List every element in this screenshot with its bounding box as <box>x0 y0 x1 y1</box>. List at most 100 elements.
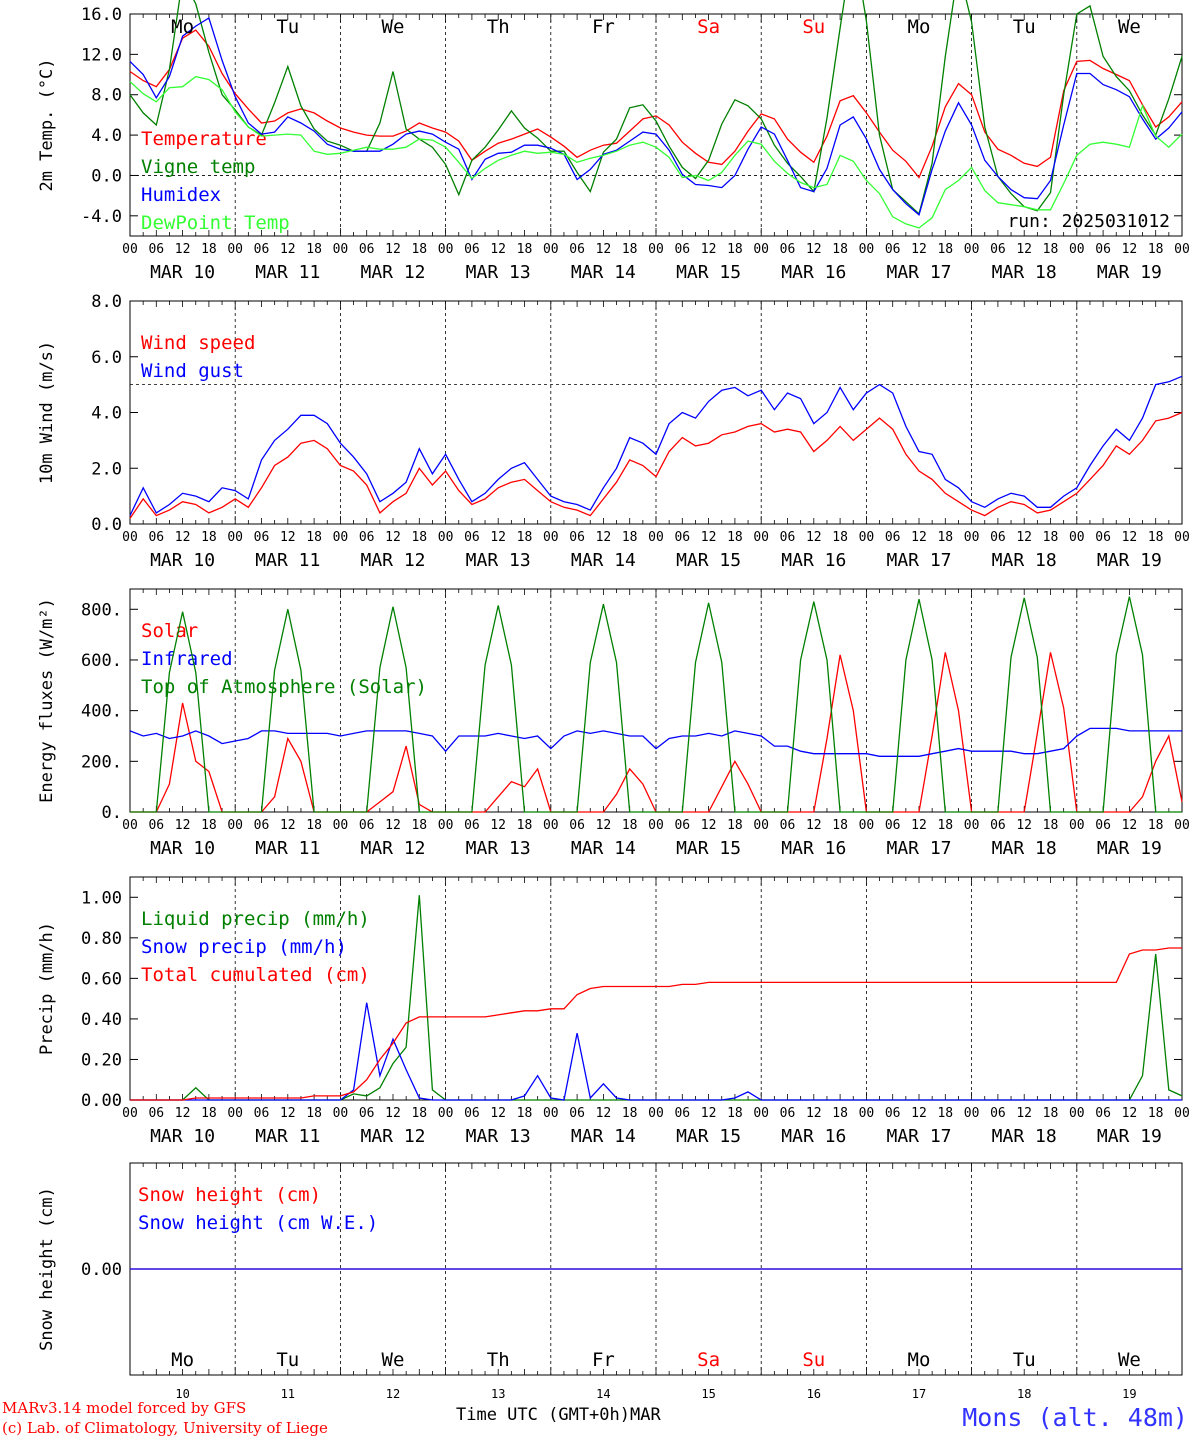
date-label: MAR 18 <box>992 838 1057 859</box>
x-axis-label: Time UTC (GMT+0h)MAR <box>456 1405 661 1425</box>
day-number: 12 <box>386 1387 400 1401</box>
hour-tick-label: 06 <box>148 530 164 545</box>
date-label: MAR 16 <box>781 262 846 283</box>
hour-tick-label: 00 <box>333 1106 349 1121</box>
y-tick-label: 0.0 <box>91 515 122 535</box>
y-axis-label: Energy fluxes (W/m²) <box>37 598 57 803</box>
legend-entry: Snow height (cm) <box>138 1184 321 1206</box>
hour-tick-label: 00 <box>859 818 875 833</box>
hour-tick-label: 12 <box>1016 818 1032 833</box>
date-label: MAR 16 <box>781 550 846 571</box>
date-label: MAR 12 <box>360 838 425 859</box>
hour-tick-label: 12 <box>175 1106 191 1121</box>
hour-tick-label: 12 <box>385 1106 401 1121</box>
date-label: MAR 11 <box>255 262 320 283</box>
legend-entry: Temperature <box>141 128 267 150</box>
copyright: (c) Lab. of Climatology, University of L… <box>2 1419 328 1437</box>
date-label: MAR 13 <box>466 550 531 571</box>
hour-tick-label: 18 <box>622 818 638 833</box>
day-name: We <box>1118 16 1141 38</box>
hour-tick-label: 00 <box>964 530 980 545</box>
series-line <box>130 596 1182 813</box>
hour-tick-label: 12 <box>385 530 401 545</box>
y-tick-label: 200. <box>81 752 122 772</box>
date-label: MAR 10 <box>150 838 215 859</box>
date-label: MAR 13 <box>466 838 531 859</box>
hour-tick-label: 06 <box>674 530 690 545</box>
hour-tick-label: 06 <box>148 818 164 833</box>
date-label: MAR 17 <box>886 838 951 859</box>
series-line <box>129 17 1183 216</box>
y-tick-label: 400. <box>81 702 122 722</box>
date-label: MAR 15 <box>676 838 741 859</box>
hour-tick-label: 18 <box>622 1106 638 1121</box>
hour-tick-label: 12 <box>806 818 822 833</box>
hour-tick-label: 06 <box>254 1106 270 1121</box>
y-axis-label: Precip (mm/h) <box>37 922 57 1055</box>
hour-tick-label: 12 <box>280 242 296 257</box>
hour-tick-label: 06 <box>780 530 796 545</box>
hour-tick-label: 00 <box>753 242 769 257</box>
hour-tick-label: 00 <box>438 242 454 257</box>
y-tick-label: 1.00 <box>81 888 122 908</box>
hour-tick-label: 06 <box>359 1106 375 1121</box>
hour-tick-label: 00 <box>543 818 559 833</box>
hour-tick-label: 12 <box>1016 242 1032 257</box>
day-name: Su <box>802 1349 825 1371</box>
hour-tick-label: 06 <box>254 818 270 833</box>
hour-tick-label: 06 <box>780 242 796 257</box>
date-label: MAR 12 <box>360 262 425 283</box>
y-tick-label: 2.0 <box>91 459 122 479</box>
hour-tick-label: 18 <box>1043 818 1059 833</box>
hour-tick-label: 18 <box>201 242 217 257</box>
hour-tick-label: 12 <box>701 818 717 833</box>
y-tick-label: 8.0 <box>91 292 122 312</box>
y-tick-label: 0.60 <box>81 969 122 989</box>
y-axis-label: 2m Temp. (°C) <box>37 58 57 191</box>
panel-frame <box>129 588 1183 813</box>
date-label: MAR 11 <box>255 838 320 859</box>
date-label: MAR 15 <box>676 1126 741 1147</box>
legend-entry: Infrared <box>141 648 233 670</box>
hour-tick-label: 18 <box>201 1106 217 1121</box>
y-tick-label: 0.00 <box>81 1260 122 1280</box>
day-name: Fr <box>592 16 615 38</box>
hour-tick-label: 06 <box>569 530 585 545</box>
date-label: MAR 17 <box>886 550 951 571</box>
hour-tick-label: 18 <box>1148 818 1164 833</box>
hour-tick-label: 18 <box>1148 242 1164 257</box>
hour-tick-label: 06 <box>1095 242 1111 257</box>
day-name: Mo <box>908 1349 931 1371</box>
hour-tick-label: 00 <box>438 818 454 833</box>
legend-entry: Snow precip (mm/h) <box>141 936 347 958</box>
hour-tick-label: 00 <box>964 242 980 257</box>
hour-tick-label: 06 <box>359 242 375 257</box>
hour-tick-label: 00 <box>648 242 664 257</box>
day-name: We <box>1118 1349 1141 1371</box>
day-name: Fr <box>592 1349 615 1371</box>
hour-tick-label: 00 <box>859 530 875 545</box>
hour-tick-label: 06 <box>464 1106 480 1121</box>
hour-tick-label: 18 <box>937 1106 953 1121</box>
day-number: 11 <box>281 1387 295 1401</box>
date-label: MAR 14 <box>571 262 636 283</box>
hour-tick-label: 00 <box>964 1106 980 1121</box>
hour-tick-label: 18 <box>1148 1106 1164 1121</box>
hour-tick-label: 00 <box>543 1106 559 1121</box>
hour-tick-label: 12 <box>806 1106 822 1121</box>
day-name: Sa <box>697 16 720 38</box>
hour-tick-label: 12 <box>701 530 717 545</box>
hour-tick-label: 06 <box>674 1106 690 1121</box>
hour-tick-label: 12 <box>175 530 191 545</box>
hour-tick-label: 12 <box>280 818 296 833</box>
hour-tick-label: 00 <box>333 242 349 257</box>
hour-tick-label: 06 <box>464 242 480 257</box>
hour-tick-label: 06 <box>990 530 1006 545</box>
hour-tick-label: 00 <box>227 1106 243 1121</box>
date-label: MAR 15 <box>676 262 741 283</box>
hour-tick-label: 00 <box>648 1106 664 1121</box>
hour-tick-label: 12 <box>280 530 296 545</box>
series-line <box>130 1002 1182 1101</box>
hour-tick-label: 12 <box>911 242 927 257</box>
hour-tick-label: 06 <box>464 818 480 833</box>
